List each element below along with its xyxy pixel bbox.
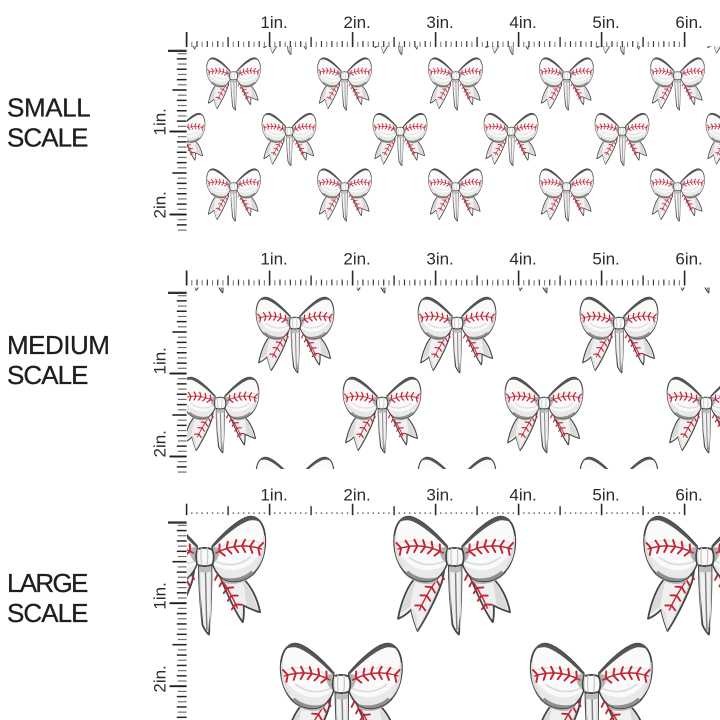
svg-text:2in.: 2in. [151,430,170,457]
svg-text:1in.: 1in. [260,250,287,269]
svg-text:SCALE: SCALE [7,598,88,628]
svg-text:1in.: 1in. [151,347,170,374]
svg-text:4in.: 4in. [509,13,536,32]
svg-text:1in.: 1in. [151,582,170,609]
svg-text:1in.: 1in. [260,13,287,32]
svg-text:SCALE: SCALE [7,360,88,390]
svg-text:5in.: 5in. [592,13,619,32]
svg-text:SCALE: SCALE [7,123,88,153]
svg-text:1in.: 1in. [151,108,170,135]
svg-text:6in.: 6in. [675,486,702,505]
svg-text:2in.: 2in. [343,486,370,505]
svg-text:5in.: 5in. [592,486,619,505]
svg-text:4in.: 4in. [509,250,536,269]
svg-text:2in.: 2in. [151,191,170,218]
svg-text:5in.: 5in. [592,250,619,269]
svg-text:2in.: 2in. [343,13,370,32]
svg-text:2in.: 2in. [343,250,370,269]
svg-text:6in.: 6in. [675,13,702,32]
svg-text:3in.: 3in. [426,250,453,269]
svg-text:3in.: 3in. [426,486,453,505]
svg-text:4in.: 4in. [509,486,536,505]
svg-text:SMALL: SMALL [7,93,90,123]
svg-text:1in.: 1in. [260,486,287,505]
svg-text:LARGE: LARGE [7,568,88,598]
svg-text:MEDIUM: MEDIUM [7,330,109,360]
svg-text:2in.: 2in. [151,665,170,692]
svg-text:3in.: 3in. [426,13,453,32]
svg-text:6in.: 6in. [675,250,702,269]
